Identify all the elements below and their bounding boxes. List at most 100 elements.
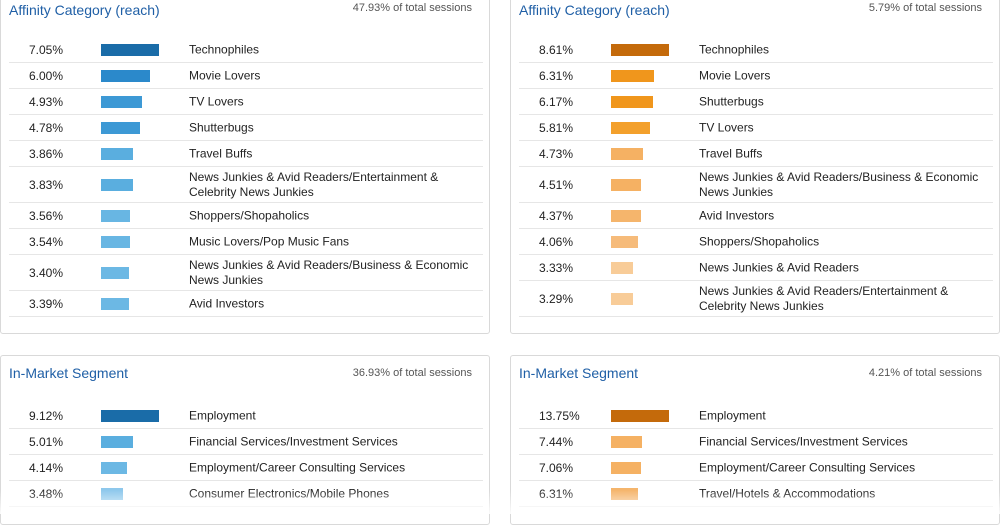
- panel-title[interactable]: In-Market Segment: [9, 365, 129, 381]
- segment-label[interactable]: News Junkies & Avid Readers: [699, 260, 859, 274]
- segment-label[interactable]: Technophiles: [699, 42, 770, 56]
- segment-label[interactable]: Employment/Career Consulting Services: [189, 460, 406, 474]
- segment-label[interactable]: Shutterbugs: [699, 94, 764, 108]
- segment-row: 5.81% TV Lovers: [519, 115, 993, 141]
- segment-row: 9.12% Employment: [9, 403, 483, 429]
- panel-share: 5.79% of total sessions: [868, 2, 982, 14]
- segment-label[interactable]: Avid Investors: [189, 296, 265, 310]
- segment-label[interactable]: Employment/Career Consulting Services: [699, 460, 916, 474]
- segment-row: 4.14% Employment/Career Consulting Servic…: [9, 455, 483, 481]
- segment-percent: 7.06%: [539, 460, 574, 475]
- segment-bar-track: [101, 461, 161, 474]
- panel-title[interactable]: In-Market Segment: [519, 365, 639, 381]
- segment-label[interactable]: Travel Buffs: [189, 146, 253, 160]
- segment-bar: [611, 235, 639, 248]
- segment-row: 6.31% Movie Lovers: [519, 63, 993, 89]
- segment-label[interactable]: Consumer Electronics/Mobile Phones: [189, 486, 390, 500]
- segment-percent: 3.54%: [29, 234, 64, 249]
- segment-row: 7.05% Technophiles: [9, 37, 483, 63]
- segment-bar-track: [611, 43, 671, 56]
- segment-percent: 3.40%: [29, 265, 64, 280]
- segment-bar: [101, 266, 129, 279]
- segment-bar-track: [611, 121, 671, 134]
- segment-list: 13.75% Employment 7.44% Financial Services/…: [519, 403, 993, 507]
- segment-bar-track: [101, 409, 161, 422]
- segment-bar: [611, 209, 641, 222]
- segment-label[interactable]: Employment: [189, 408, 256, 422]
- segment-label[interactable]: Financial Services/Investment Services: [699, 434, 908, 448]
- segment-row: 4.93% TV Lovers: [9, 89, 483, 115]
- segment-bar: [611, 461, 641, 474]
- segment-percent: 6.17%: [539, 94, 574, 109]
- segment-row: 4.78% Shutterbugs: [9, 115, 483, 141]
- segment-percent: 3.33%: [539, 260, 574, 275]
- segment-bar-track: [101, 235, 161, 248]
- segment-row: 7.06% Employment/Career Consulting Servic…: [519, 455, 993, 481]
- segment-label[interactable]: Shoppers/Shopaholics: [699, 234, 820, 248]
- segment-row: 3.29% News Junkies & Avid Readers/Enterta…: [519, 281, 993, 317]
- segment-bar-track: [101, 297, 161, 310]
- segment-bar: [611, 409, 669, 422]
- segment-bar-track: [611, 461, 671, 474]
- segment-bar: [101, 461, 128, 474]
- segment-row: 3.48% Consumer Electronics/Mobile Phones: [9, 481, 483, 507]
- segment-bar: [101, 121, 141, 134]
- segment-percent: 4.06%: [539, 234, 574, 249]
- in-market-segment-panel-left: In-Market Segment 36.93% of total sessio…: [0, 355, 490, 525]
- segment-bar-track: [101, 95, 161, 108]
- segment-percent: 3.56%: [29, 208, 64, 223]
- panel-title[interactable]: Affinity Category (reach): [9, 2, 160, 18]
- panel-share: 47.93% of total sessions: [352, 2, 472, 14]
- segment-label[interactable]: Travel Buffs: [699, 146, 763, 160]
- segment-percent: 5.81%: [539, 120, 574, 135]
- segment-label[interactable]: Financial Services/Investment Services: [189, 434, 398, 448]
- segment-bar: [101, 178, 133, 191]
- segment-label[interactable]: Avid Investors: [699, 208, 775, 222]
- segment-percent: 7.05%: [29, 42, 64, 57]
- segment-label[interactable]: Movie Lovers: [699, 68, 771, 82]
- segment-bar: [101, 95, 142, 108]
- segment-row: 4.37% Avid Investors: [519, 203, 993, 229]
- segment-bar-track: [611, 261, 671, 274]
- segment-label[interactable]: Music Lovers/Pop Music Fans: [189, 234, 350, 248]
- segment-percent: 3.48%: [29, 486, 64, 501]
- segment-bar-track: [611, 487, 671, 500]
- segment-bar: [611, 95, 653, 108]
- segment-bar: [611, 147, 643, 160]
- segment-bar: [101, 409, 159, 422]
- segment-label[interactable]: Employment: [699, 408, 766, 422]
- segment-row: 3.33% News Junkies & Avid Readers: [519, 255, 993, 281]
- segment-label[interactable]: News Junkies & Avid Readers/Business & E…: [189, 257, 469, 287]
- segment-label[interactable]: News Junkies & Avid Readers/Business & E…: [699, 169, 979, 199]
- segment-label[interactable]: Shoppers/Shopaholics: [189, 208, 310, 222]
- segment-label[interactable]: Technophiles: [189, 42, 260, 56]
- in-market-segment-panel-right: In-Market Segment 4.21% of total session…: [510, 355, 1000, 525]
- segment-bar-track: [101, 266, 161, 279]
- segment-row: 6.31% Travel/Hotels & Accommodations: [519, 481, 993, 507]
- segment-list: 8.61% Technophiles 6.31% Movie Lovers 6.17% S…: [519, 37, 993, 317]
- segment-percent: 7.44%: [539, 434, 574, 449]
- segment-bar-track: [101, 69, 161, 82]
- segment-percent: 4.37%: [539, 208, 574, 223]
- segment-bar-track: [611, 69, 671, 82]
- segment-label[interactable]: Travel/Hotels & Accommodations: [699, 486, 876, 500]
- segment-bar-track: [611, 147, 671, 160]
- segment-label[interactable]: TV Lovers: [189, 94, 244, 108]
- segment-label[interactable]: Movie Lovers: [189, 68, 261, 82]
- segment-bar-track: [611, 178, 671, 191]
- segment-percent: 6.00%: [29, 68, 64, 83]
- segment-percent: 4.78%: [29, 120, 64, 135]
- segment-row: 5.01% Financial Services/Investment Servi…: [9, 429, 483, 455]
- segment-label[interactable]: News Junkies & Avid Readers/Entertainmen…: [699, 283, 949, 313]
- panel-title[interactable]: Affinity Category (reach): [519, 2, 670, 18]
- segment-list: 9.12% Employment 5.01% Financial Services/I…: [9, 403, 483, 507]
- segment-percent: 8.61%: [539, 42, 574, 57]
- segment-label[interactable]: News Junkies & Avid Readers/Entertainmen…: [189, 169, 439, 199]
- segment-bar-track: [611, 209, 671, 222]
- segment-bar: [101, 297, 129, 310]
- segment-bar-track: [611, 95, 671, 108]
- segment-bar-track: [101, 209, 161, 222]
- segment-label[interactable]: Shutterbugs: [189, 120, 254, 134]
- segment-label[interactable]: TV Lovers: [699, 120, 754, 134]
- segment-bar-track: [101, 121, 161, 134]
